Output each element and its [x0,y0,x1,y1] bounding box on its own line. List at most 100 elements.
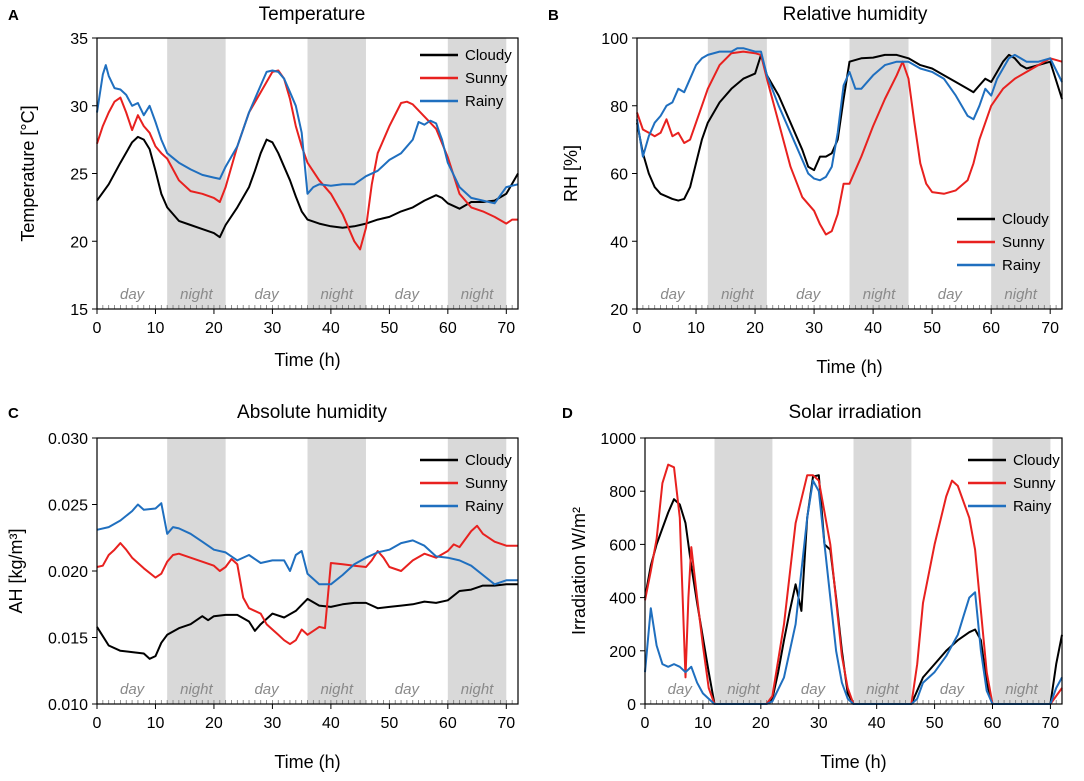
day-label: day [395,286,421,303]
series-line-rainy [96,64,519,205]
x-tick-label: 20 [752,715,770,732]
legend-label: Cloudy [1013,452,1060,469]
legend-label: Sunny [465,475,508,492]
night-label: night [180,286,213,303]
x-tick-label: 20 [746,320,764,337]
y-tick-label: 0.010 [48,697,88,714]
x-tick-label: 30 [264,320,282,337]
x-tick-label: 50 [923,320,941,337]
day-label: day [801,681,827,698]
x-tick-label: 50 [380,320,398,337]
night-band [167,38,226,309]
y-axis-label: RH [%] [561,145,581,202]
night-band [307,438,366,704]
legend: Cloudy Sunny Rainy [957,211,1049,274]
legend-label: Cloudy [465,47,512,64]
night-label: night [320,681,353,698]
night-label: night [863,286,896,303]
y-tick-label: 80 [610,99,628,116]
x-tick-label: 60 [984,715,1002,732]
night-label: night [727,681,760,698]
x-tick-label: 70 [497,715,515,732]
y-tick-label: 20 [70,234,88,251]
day-label: day [120,681,146,698]
legend-label: Sunny [465,70,508,87]
y-tick-label: 0 [627,697,636,714]
x-axis-label: Time (h) [274,752,340,772]
y-tick-label: 0.015 [48,631,88,648]
night-band [849,38,909,309]
x-tick-label: 30 [805,320,823,337]
x-tick-label: 40 [864,320,882,337]
day-label: day [796,286,822,303]
chart-title: Solar irradiation [788,402,921,423]
legend-label: Cloudy [465,452,512,469]
y-tick-label: 0.020 [48,564,88,581]
night-label: night [320,286,353,303]
night-band [853,438,912,704]
series-line-sunny [636,50,1063,236]
legend: Cloudy Sunny Rainy [968,452,1060,515]
day-label: day [668,681,694,698]
x-tick-label: 70 [1041,320,1059,337]
panel-d: D Solar irradiation day night day night day nig… [562,402,1063,772]
x-axis-label: Time (h) [274,350,340,370]
legend-label: Rainy [465,93,504,110]
chart-title: Absolute humidity [237,402,387,423]
night-label: night [721,286,754,303]
panel-a: A Temperature day night day night day night 0 10 2… [8,4,519,370]
x-tick-label: 70 [497,320,515,337]
legend-label: Rainy [1013,498,1052,515]
y-tick-label: 800 [609,484,636,501]
legend-label: Sunny [1002,234,1045,251]
x-tick-label: 0 [93,715,102,732]
legend: Cloudy Sunny Rainy [420,452,512,515]
series-line-rainy [96,502,518,586]
y-axis-label: AH [kg/m³] [6,528,26,613]
y-tick-label: 100 [601,31,628,48]
x-tick-label: 10 [687,320,705,337]
series-line-sunny [96,524,518,646]
x-tick-label: 70 [1042,715,1060,732]
y-tick-label: 20 [610,302,628,319]
x-tick-label: 30 [810,715,828,732]
series-line-rainy [636,47,1063,182]
x-tick-label: 10 [147,715,165,732]
legend: Cloudy Sunny Rainy [420,47,512,110]
night-label: night [180,681,213,698]
series-line-sunny [644,463,1063,705]
series-line-sunny [96,69,518,251]
day-label: day [254,286,280,303]
panel-b: B Relative humidity day night day night day nig… [548,4,1063,377]
x-tick-label: 40 [322,320,340,337]
x-tick-label: 10 [694,715,712,732]
night-band [307,38,366,309]
x-tick-label: 60 [982,320,1000,337]
plot-frame [644,437,1063,705]
legend-label: Rainy [465,498,504,515]
y-tick-label: 35 [70,31,88,48]
legend-label: Rainy [1002,257,1041,274]
panel-c: C Absolute humidity day night day night day nig… [6,402,519,772]
night-label: night [461,286,494,303]
y-tick-label: 0.030 [48,431,88,448]
night-label: night [866,681,899,698]
x-tick-label: 10 [147,320,165,337]
night-band [707,38,767,309]
day-label: day [120,286,146,303]
night-label: night [461,681,494,698]
x-tick-label: 30 [264,715,282,732]
x-tick-label: 60 [439,715,457,732]
y-tick-label: 200 [609,644,636,661]
panel-letter: C [8,405,19,422]
chart-title: Temperature [259,4,366,25]
y-tick-label: 40 [610,234,628,251]
night-band [447,38,507,309]
day-label: day [660,286,686,303]
x-axis-label: Time (h) [820,752,886,772]
y-tick-label: 25 [70,167,88,184]
panel-letter: B [548,7,559,24]
legend-label: Sunny [1013,475,1056,492]
y-axis-label: Irradiation W/m² [569,507,589,635]
